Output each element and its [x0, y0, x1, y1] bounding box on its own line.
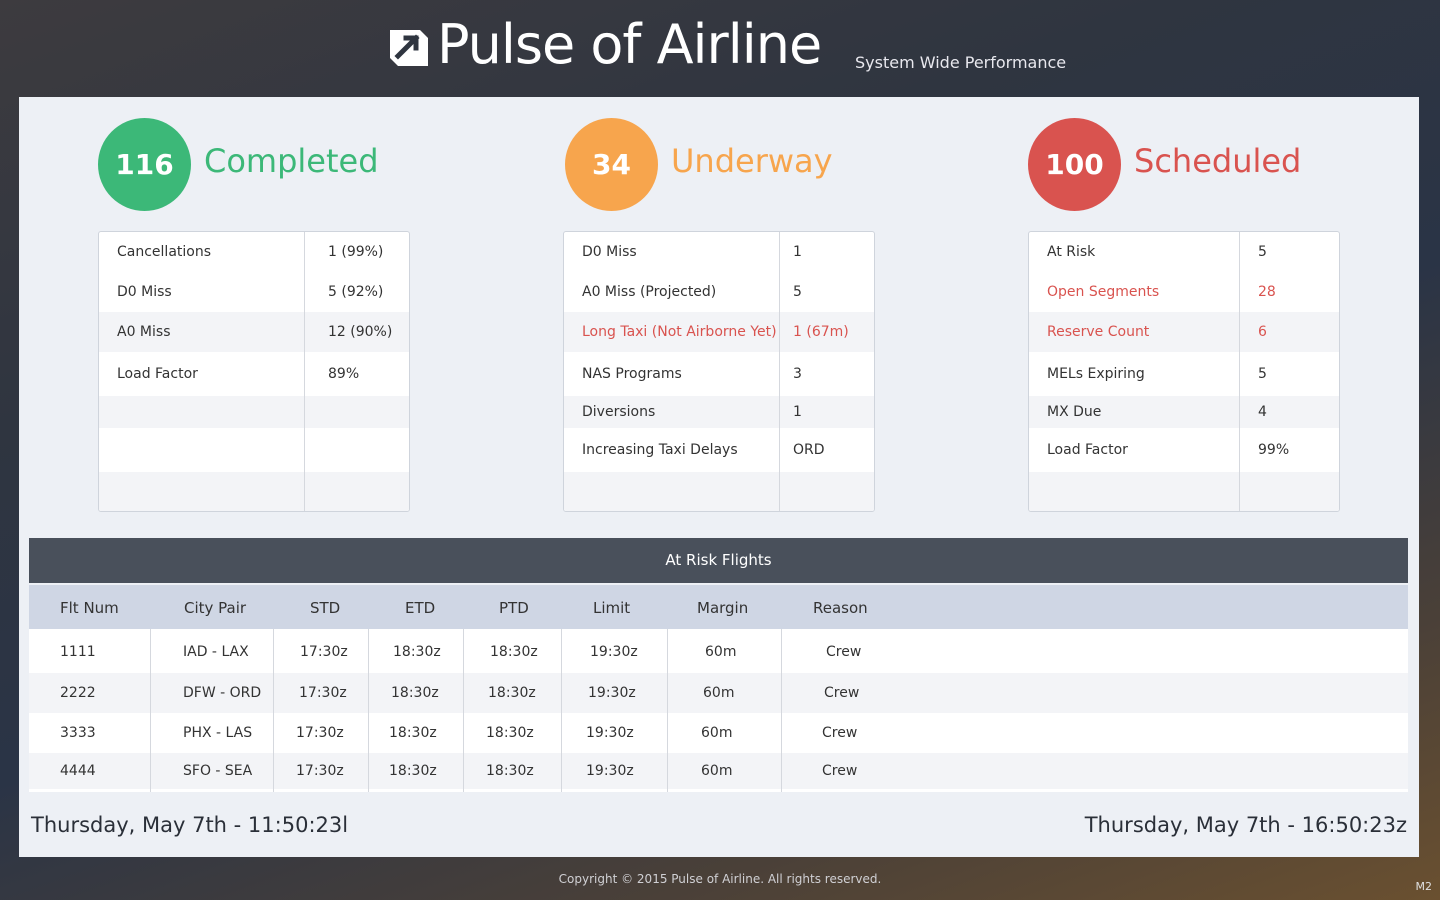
arrow-logo-icon	[390, 30, 428, 66]
stat-row-empty	[99, 472, 409, 511]
column-header[interactable]: ETD	[405, 599, 436, 617]
stat-row: Load Factor 89%	[117, 366, 360, 382]
dashboard-panel: 116 Completed Cancellations 1 (99%) D0 Mi…	[19, 97, 1419, 857]
stat-row-alert: Long Taxi (Not Airborne Yet) 1 (67m)	[564, 312, 874, 352]
stat-row-alert: Open Segments 28	[1047, 284, 1276, 300]
zulu-clock: Thursday, May 7th - 16:50:23z	[1084, 813, 1407, 837]
column-header[interactable]: PTD	[499, 599, 529, 617]
stat-row-empty	[99, 428, 409, 472]
column-divider	[1239, 232, 1240, 511]
stat-row: MELs Expiring 5	[1047, 366, 1267, 382]
underway-count: 34	[565, 118, 658, 211]
tagline: System Wide Performance	[855, 53, 1067, 72]
table-row[interactable]: 4444 SFO - SEA 17:30z 18:30z 18:30z 19:3…	[29, 753, 1408, 789]
completed-count: 116	[98, 118, 191, 211]
column-divider	[667, 629, 668, 792]
stat-row: MX Due 4	[1029, 396, 1339, 428]
column-divider	[304, 232, 305, 511]
stat-row: A0 Miss (Projected) 5	[582, 284, 802, 300]
stat-row-alert: Reserve Count 6	[1029, 312, 1339, 352]
underway-status: 34 Underway	[565, 118, 895, 212]
underway-label: Underway	[671, 142, 833, 180]
table-row[interactable]: 2222 DFW - ORD 17:30z 18:30z 18:30z 19:3…	[29, 673, 1408, 713]
scheduled-status: 100 Scheduled	[1028, 118, 1358, 212]
column-divider	[150, 629, 151, 792]
stat-row: D0 Miss 1	[582, 244, 802, 260]
column-divider	[273, 629, 274, 792]
underway-table: D0 Miss 1 A0 Miss (Projected) 5 Long Taxi …	[563, 231, 875, 512]
table-row[interactable]: 1111 IAD - LAX 17:30z 18:30z 18:30z 19:3…	[60, 644, 862, 660]
stat-row: At Risk 5	[1047, 244, 1267, 260]
completed-status: 116 Completed	[98, 118, 428, 212]
stat-row-empty	[564, 472, 874, 511]
column-header[interactable]: Limit	[593, 599, 631, 617]
stat-row: NAS Programs 3	[582, 366, 802, 382]
column-divider	[561, 629, 562, 792]
completed-table: Cancellations 1 (99%) D0 Miss 5 (92%) A0 M…	[98, 231, 410, 512]
stat-row: D0 Miss 5 (92%)	[117, 284, 384, 300]
table-row[interactable]: 3333 PHX - LAS 17:30z 18:30z 18:30z 19:3…	[60, 725, 858, 741]
stat-row: Cancellations 1 (99%)	[117, 244, 384, 260]
column-header[interactable]: Flt Num	[60, 599, 119, 617]
completed-label: Completed	[204, 142, 379, 180]
scheduled-label: Scheduled	[1134, 142, 1302, 180]
header: Pulse of Airline System Wide Performance	[0, 0, 1440, 96]
at-risk-table: Flt Num City Pair STD ETD PTD Limit Marg…	[29, 585, 1408, 792]
at-risk-title: At Risk Flights	[29, 538, 1408, 583]
brand-title: Pulse of Airline	[437, 13, 822, 76]
stat-row-empty	[99, 396, 409, 428]
stat-row: Diversions 1	[564, 396, 874, 428]
column-header[interactable]: STD	[310, 599, 341, 617]
column-divider	[779, 232, 780, 511]
copyright: Copyright © 2015 Pulse of Airline. All r…	[558, 872, 882, 886]
stat-row: Load Factor 99%	[1047, 442, 1290, 458]
column-header[interactable]: City Pair	[184, 599, 247, 617]
column-divider	[463, 629, 464, 792]
column-divider	[368, 629, 369, 792]
local-clock: Thursday, May 7th - 11:50:23l	[31, 813, 349, 837]
stat-row: Increasing Taxi Delays ORD	[582, 442, 825, 458]
column-header[interactable]: Reason	[813, 599, 868, 617]
table-header: Flt Num City Pair STD ETD PTD Limit Marg…	[29, 585, 1408, 629]
scheduled-count: 100	[1028, 118, 1121, 211]
build-label: M2	[1415, 880, 1433, 893]
stat-row-empty	[1029, 472, 1339, 511]
column-header[interactable]: Margin	[697, 599, 749, 617]
scheduled-table: At Risk 5 Open Segments 28 Reserve Count 6 …	[1028, 231, 1340, 512]
stat-row: A0 Miss 12 (90%)	[99, 312, 409, 352]
column-divider	[781, 629, 782, 792]
